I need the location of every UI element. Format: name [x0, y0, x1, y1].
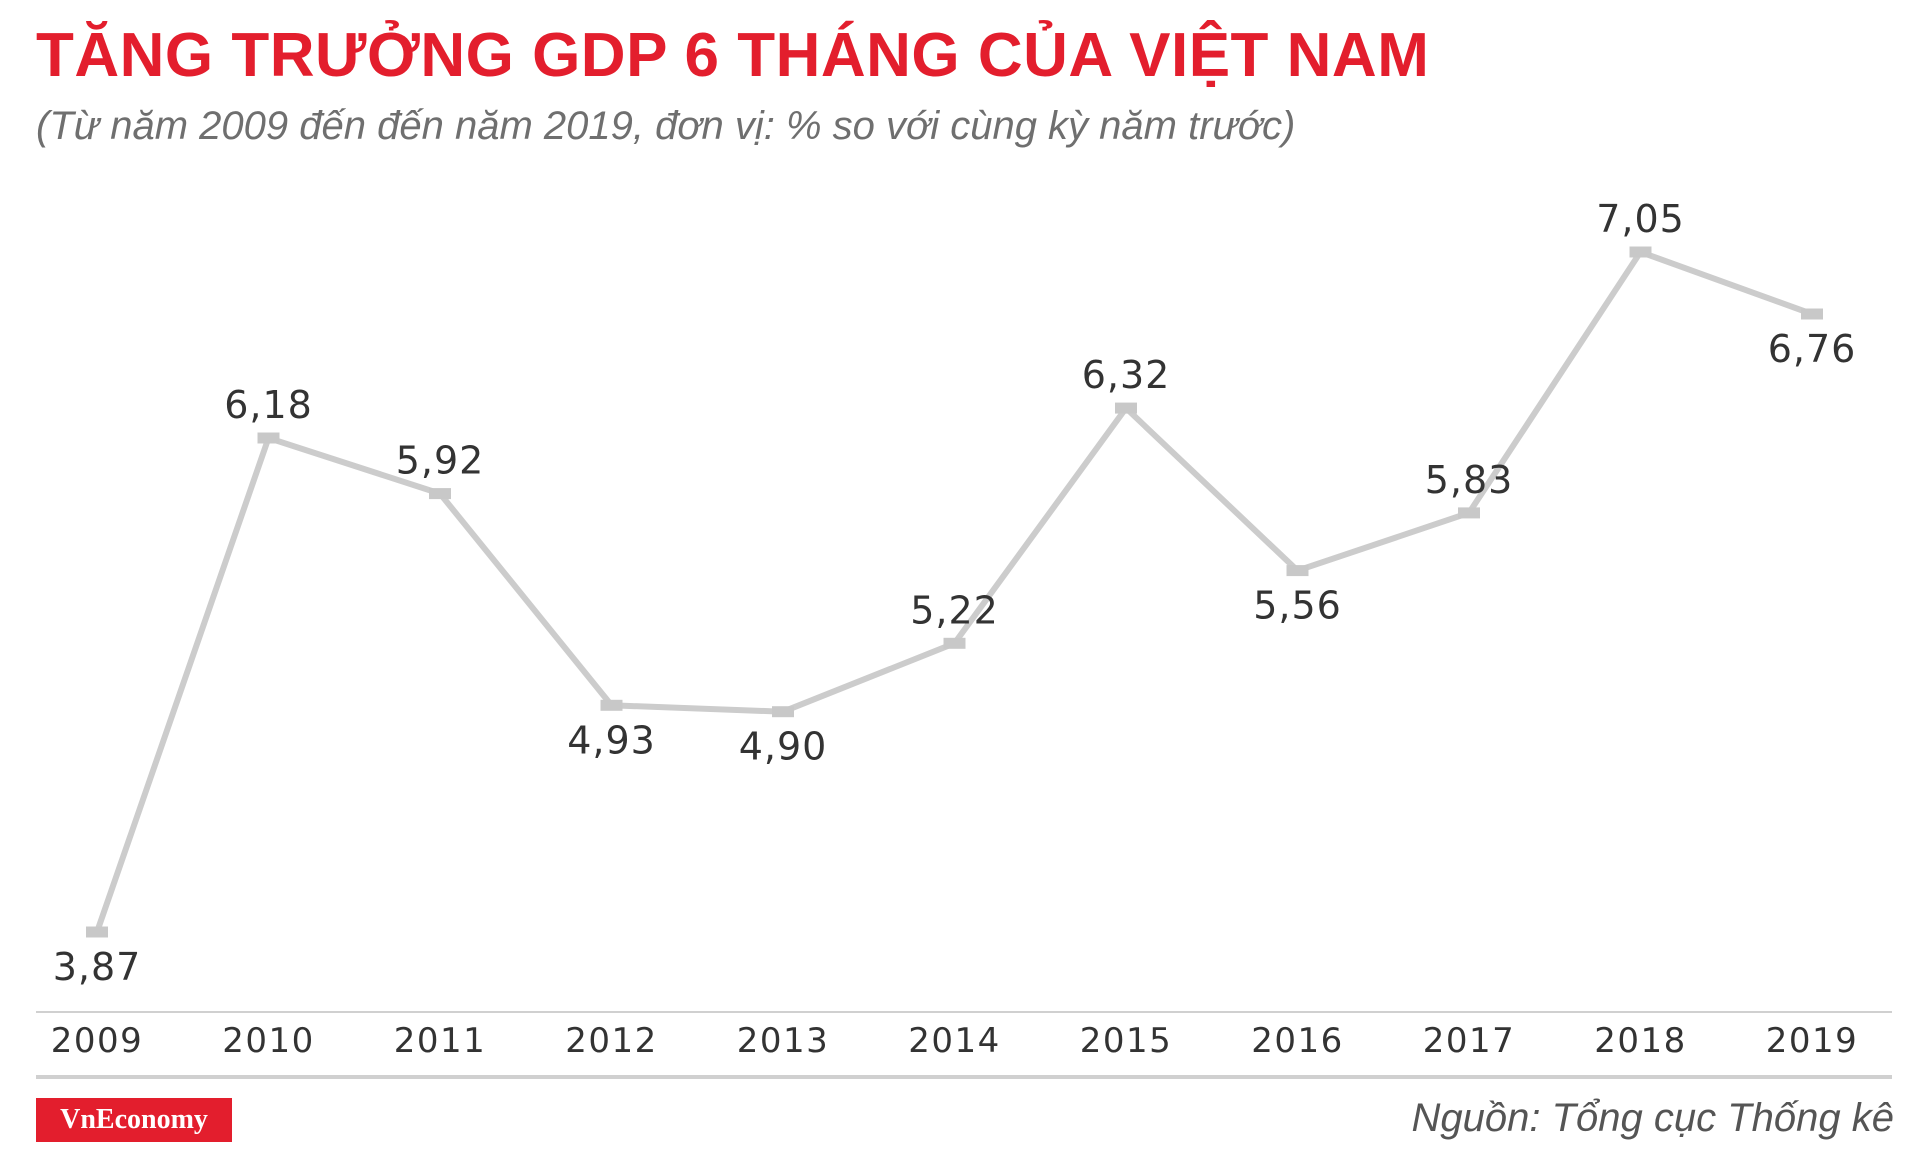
data-label: 5,22	[910, 588, 999, 632]
source-note: Nguồn: Tổng cục Thống kê	[1411, 1096, 1894, 1140]
data-point	[1629, 246, 1652, 258]
x-tick-label: 2014	[908, 1021, 1001, 1061]
data-point	[429, 488, 451, 500]
x-tick-label: 2016	[1251, 1021, 1344, 1061]
data-point	[86, 926, 108, 938]
x-tick-label: 2010	[222, 1021, 315, 1061]
chart-subtitle: (Từ năm 2009 đến đến năm 2019, đơn vị: %…	[36, 104, 1296, 148]
data-point	[600, 699, 623, 711]
x-tick-label: 2013	[737, 1021, 830, 1061]
x-tick-label: 2011	[394, 1021, 487, 1061]
data-point	[1115, 402, 1137, 414]
data-label: 6,76	[1768, 327, 1857, 371]
data-label: 5,92	[396, 439, 485, 483]
data-label: 4,90	[739, 725, 828, 769]
data-label: 5,56	[1253, 584, 1342, 628]
x-tick-label: 2018	[1594, 1021, 1687, 1061]
line-chart: 3,87 6,18 5,92 4,93 4,90 5,22 6,32 5,56 5,83 7,05…	[36, 197, 1892, 1079]
data-label: 6,18	[224, 383, 313, 427]
data-point	[1286, 565, 1309, 577]
tick-label-layer: 2009 2010 2011 2012 2013 2014 2015 2016 2017 2018…	[51, 1021, 1859, 1061]
chart-title: TĂNG TRƯỞNG GDP 6 THÁNG CỦA VIỆT NAM	[36, 21, 1430, 90]
data-label: 7,05	[1596, 197, 1685, 241]
data-label-layer: 3,87 6,18 5,92 4,93 4,90 5,22 6,32 5,56 5,83 7,05…	[53, 197, 1857, 989]
x-tick-label: 2009	[51, 1021, 144, 1061]
marker-layer	[86, 246, 1823, 938]
axis-layer	[36, 1011, 1892, 1079]
x-tick-label: 2017	[1423, 1021, 1516, 1061]
x-tick-label: 2012	[565, 1021, 658, 1061]
data-point	[1458, 507, 1480, 519]
x-tick-label: 2015	[1080, 1021, 1173, 1061]
data-label: 6,32	[1082, 353, 1171, 397]
x-tick-label: 2019	[1766, 1021, 1859, 1061]
data-label: 3,87	[53, 945, 142, 989]
data-label: 4,93	[567, 718, 656, 762]
data-point	[257, 432, 280, 444]
data-point	[1801, 308, 1823, 320]
vneconomy-logo: VnEconomy	[36, 1098, 232, 1142]
data-point	[772, 706, 794, 718]
data-point	[943, 637, 966, 649]
data-label: 5,83	[1425, 458, 1514, 502]
